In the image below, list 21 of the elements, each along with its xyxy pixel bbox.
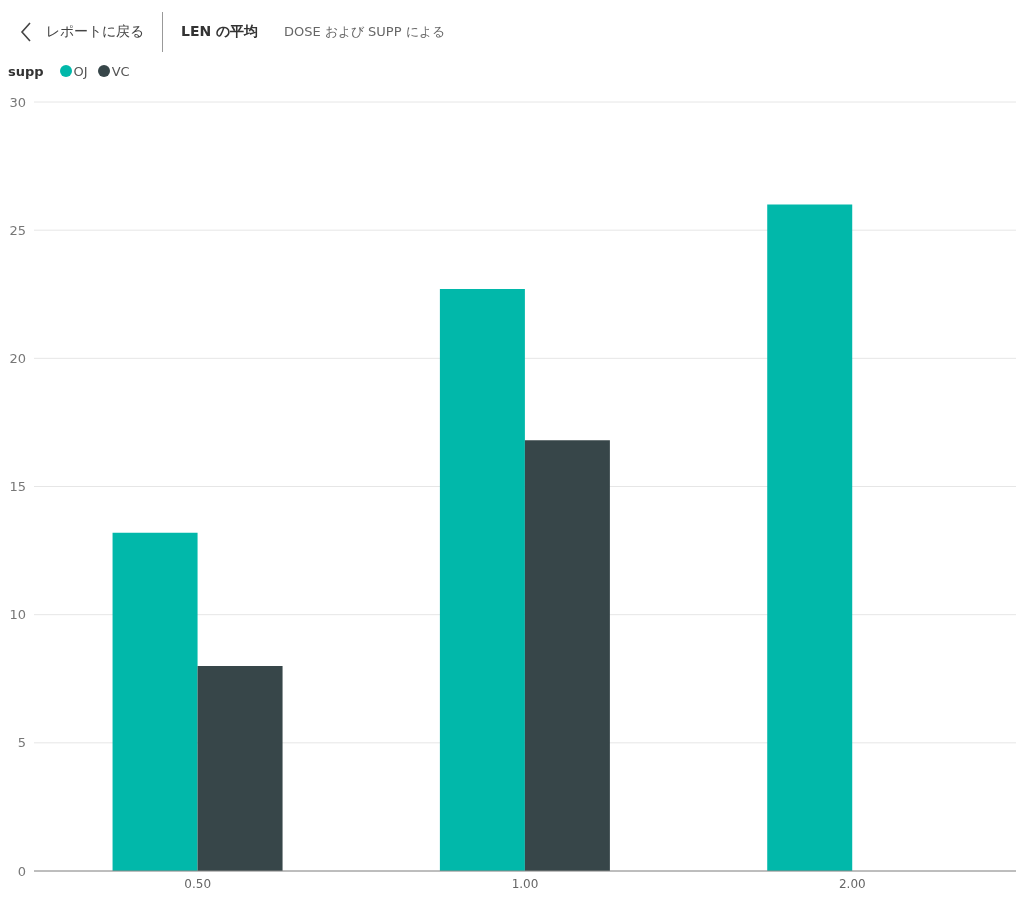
bar [439, 289, 525, 871]
x-tick-label: 1.00 [511, 876, 539, 891]
bar [524, 440, 610, 871]
y-tick-label: 0 [17, 863, 26, 879]
y-tick-label: 20 [9, 350, 26, 366]
y-tick-label: 15 [9, 479, 26, 495]
y-tick-label: 25 [9, 222, 26, 238]
chart-subtitle: DOSE および SUPP による [284, 23, 445, 41]
chart-title: LEN の平均 [181, 23, 259, 41]
legend-label: OJ [73, 63, 88, 79]
bar [767, 204, 853, 871]
text: レポートに戻る [46, 23, 144, 41]
y-tick-label: 5 [17, 735, 26, 751]
x-tick-label: 2.00 [838, 876, 866, 891]
x-tick-label: 0.50 [184, 876, 212, 891]
bar [112, 532, 198, 871]
bar [197, 665, 283, 871]
y-tick-label: 10 [9, 607, 26, 623]
legend-title: supp [8, 63, 44, 79]
legend-label: VC [111, 63, 130, 79]
y-tick-label: 30 [9, 94, 26, 110]
